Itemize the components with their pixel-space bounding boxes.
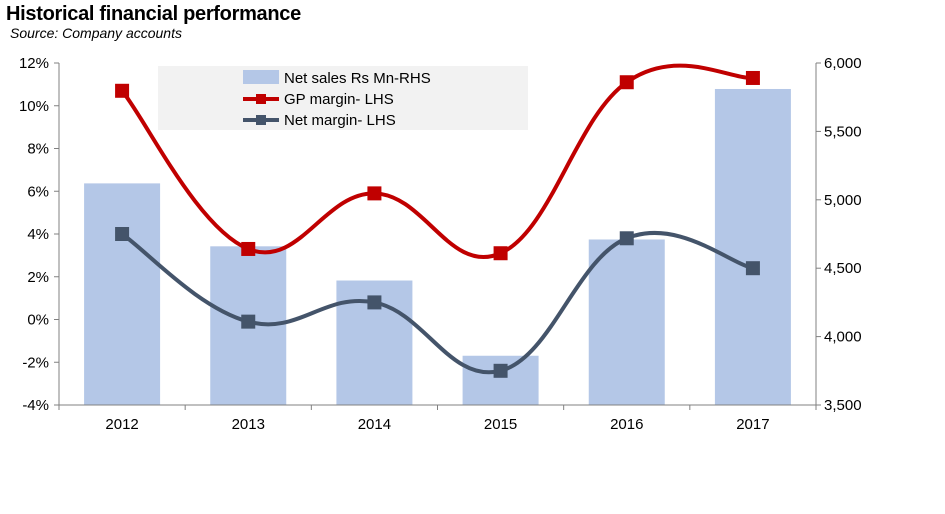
line-net-margin	[120, 231, 754, 375]
y-left-tick-label: 12%	[19, 55, 49, 72]
y-right-tick-label: 4,000	[824, 329, 862, 346]
y-left-tick-label: 4%	[27, 226, 49, 243]
marker-gp-margin-2014	[367, 186, 382, 201]
legend-swatch-gp-margin-marker	[256, 94, 266, 104]
marker-net-margin-2014	[367, 295, 382, 310]
y-right-tick-label: 3,500	[824, 397, 862, 414]
legend-background	[158, 66, 528, 130]
legend: Net sales Rs Mn-RHS GP margin- LHS Net m…	[158, 66, 528, 130]
y-left-tick-label: 10%	[19, 98, 49, 115]
y-right-tick-label: 5,000	[824, 192, 862, 209]
chart-title: Historical financial performance	[6, 3, 301, 25]
marker-gp-margin-2016	[619, 75, 634, 90]
marker-net-margin-2017	[745, 261, 760, 276]
legend-swatch-net-margin-marker	[256, 115, 266, 125]
y-left-tick-label: 6%	[27, 183, 49, 200]
x-tick-label-2012: 2012	[105, 416, 138, 433]
y-left-tick-label: -2%	[22, 354, 49, 371]
marker-net-margin-2015	[493, 363, 508, 378]
x-tick-label-2013: 2013	[232, 416, 265, 433]
y-left-tick-label: 0%	[27, 312, 49, 329]
legend-swatch-net-sales	[243, 70, 279, 84]
chart-source: Source: Company accounts	[10, 25, 182, 41]
marker-gp-margin-2012	[115, 83, 130, 98]
legend-label-net-margin: Net margin- LHS	[284, 112, 396, 129]
y-right-tick-label: 6,000	[824, 55, 862, 72]
y-left-tick-label: 2%	[27, 269, 49, 286]
bar-net-sales-2015	[462, 355, 539, 405]
y-left-tick-label: -4%	[22, 397, 49, 414]
x-tick-label-2017: 2017	[736, 416, 769, 433]
marker-gp-margin-2015	[493, 246, 508, 261]
marker-gp-margin-2017	[745, 70, 760, 85]
axes-layer: 12% 10% 8% 6% 4% 2% 0% -2% -4% 6,000 5,500 5,000 4,5…	[19, 55, 862, 433]
marker-net-margin-2013	[241, 314, 256, 329]
x-tick-label-2016: 2016	[610, 416, 643, 433]
bar-net-sales-2016	[588, 239, 665, 405]
y-right-tick-label: 5,500	[824, 123, 862, 140]
bar-net-sales-2017	[714, 88, 791, 405]
legend-label-gp-margin: GP margin- LHS	[284, 91, 394, 108]
marker-gp-margin-2013	[241, 241, 256, 256]
marker-net-margin-2016	[619, 231, 634, 246]
bars-layer	[84, 88, 791, 405]
legend-label-net-sales: Net sales Rs Mn-RHS	[284, 70, 431, 87]
y-right-tick-label: 4,500	[824, 260, 862, 277]
x-tick-label-2014: 2014	[358, 416, 391, 433]
y-left-tick-label: 8%	[27, 141, 49, 158]
lines-layer	[115, 63, 760, 378]
x-tick-label-2015: 2015	[484, 416, 517, 433]
bar-net-sales-2012	[84, 183, 161, 405]
marker-net-margin-2012	[115, 227, 130, 241]
